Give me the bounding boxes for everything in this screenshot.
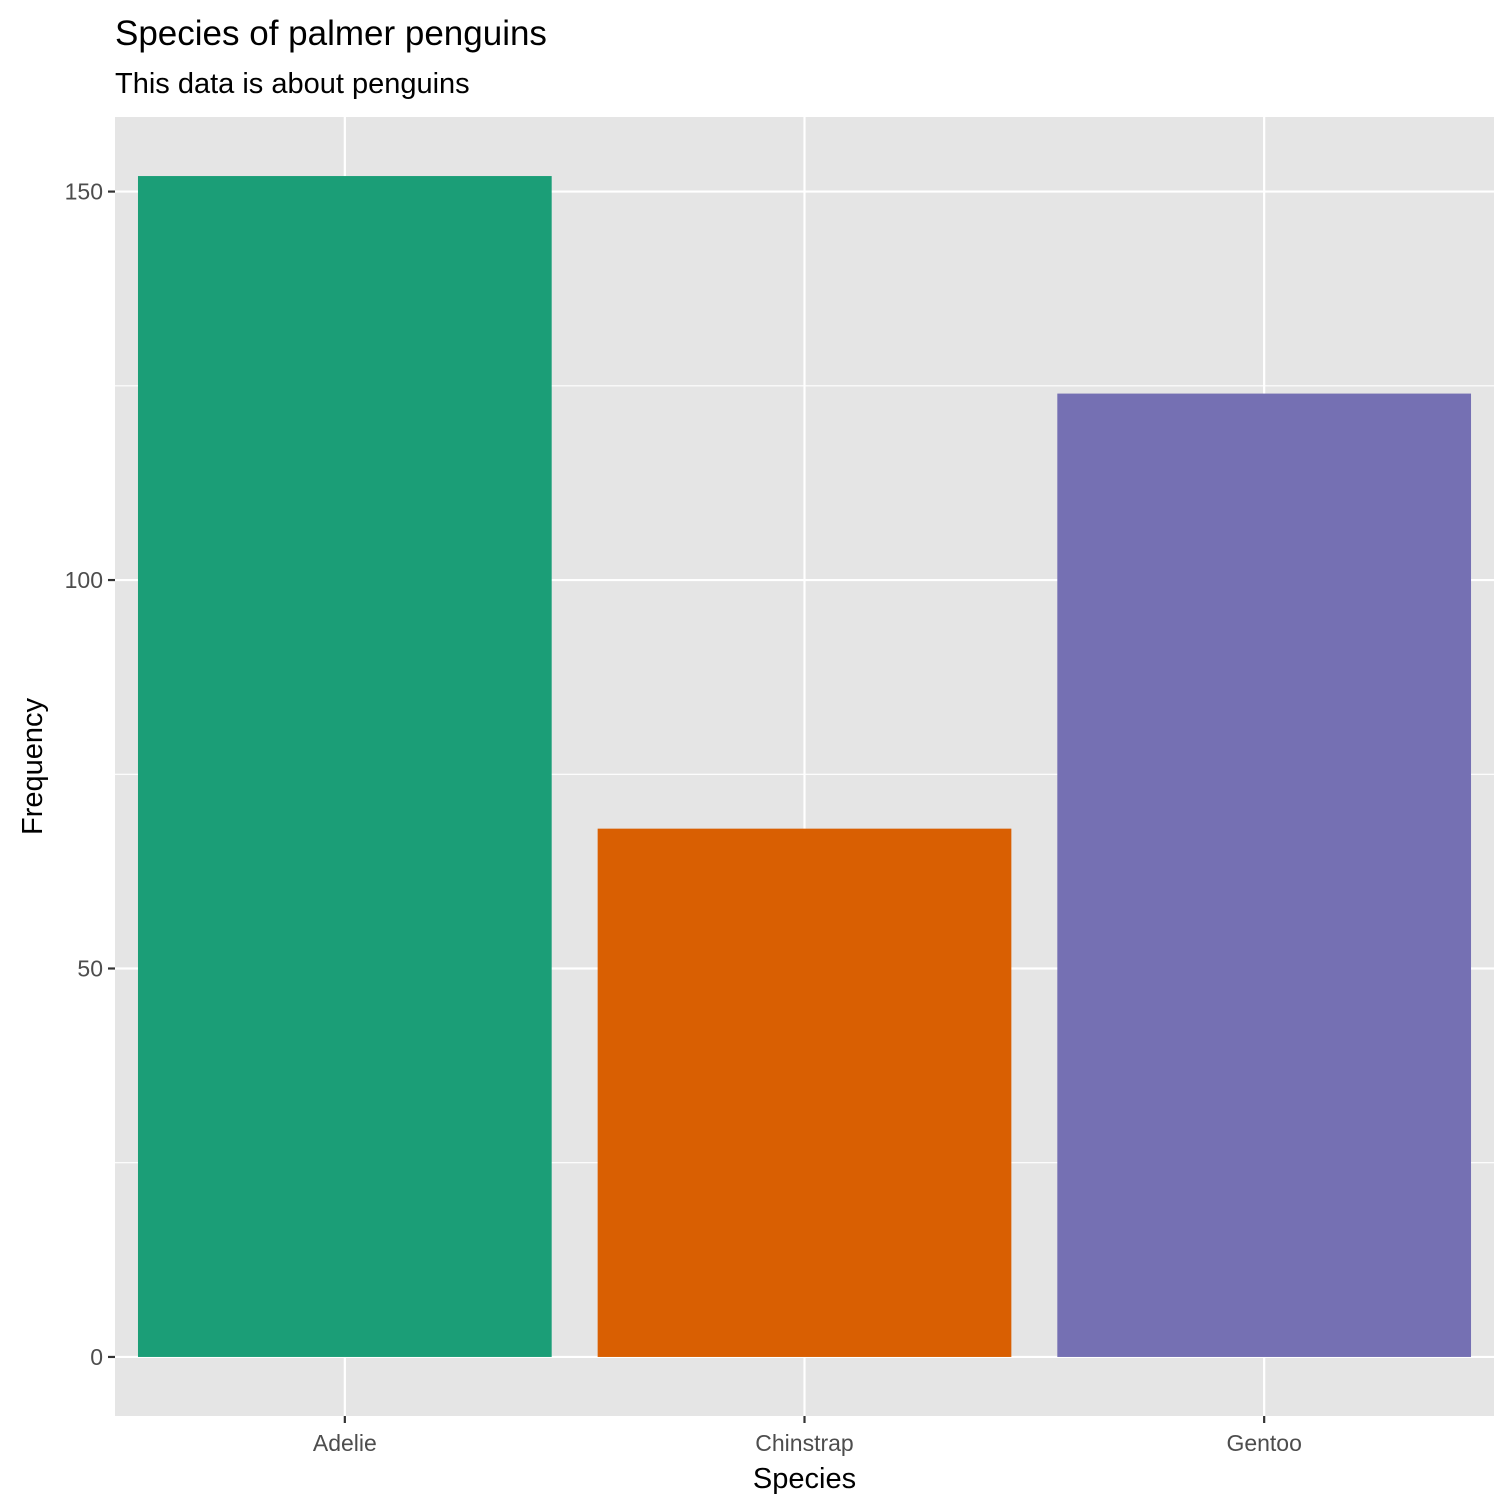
bar-gentoo [1057, 393, 1472, 1357]
y-axis-title: Frequency [17, 697, 49, 835]
y-tick-label: 50 [77, 955, 103, 981]
bars [137, 176, 1472, 1357]
y-tick-label: 0 [90, 1344, 103, 1370]
y-tick-label: 150 [65, 179, 103, 205]
chart-subtitle: This data is about penguins [115, 68, 470, 100]
bar-chinstrap [597, 828, 1012, 1357]
x-tick-label: Chinstrap [755, 1430, 853, 1456]
x-tick-label: Gentoo [1226, 1430, 1301, 1456]
y-tick-label: 100 [65, 567, 103, 593]
y-axis: 0 50 100 150 [65, 179, 115, 1370]
chart-title: Species of palmer penguins [115, 14, 547, 53]
x-axis-title: Species [753, 1463, 856, 1495]
bar-adelie [137, 176, 552, 1357]
x-axis: Adelie Chinstrap Gentoo [313, 1416, 1302, 1456]
x-tick-label: Adelie [313, 1430, 377, 1456]
